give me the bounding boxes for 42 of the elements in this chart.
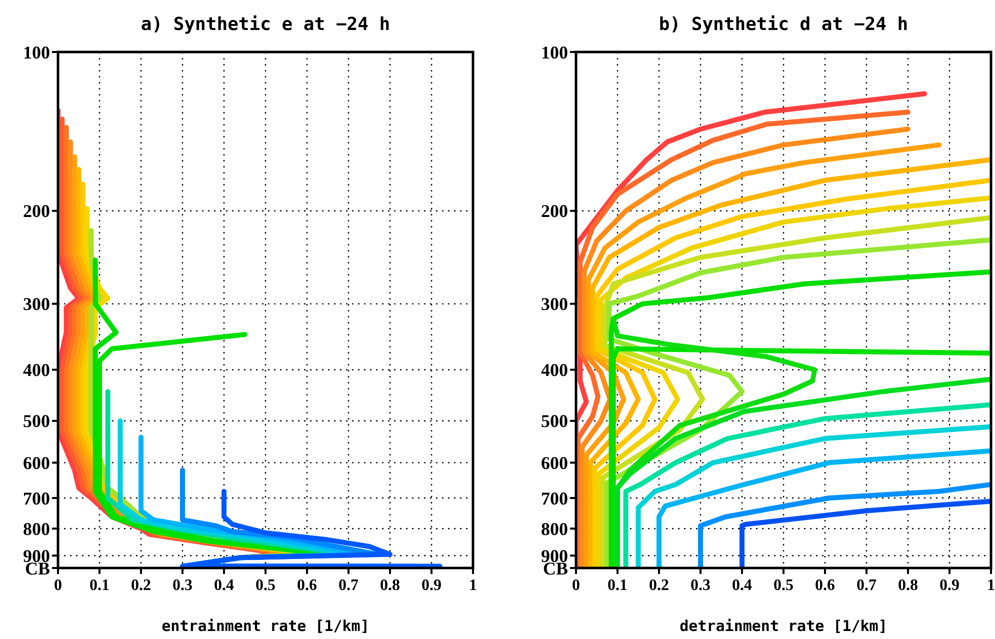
y-tick-label: 800 xyxy=(541,518,568,539)
chart-title: b) Synthetic d at −24 h xyxy=(658,14,908,35)
x-tick-label: 0.8 xyxy=(380,577,400,594)
x-tick-label: 0.9 xyxy=(940,577,960,594)
x-tick-label: 0.4 xyxy=(732,577,752,594)
x-tick-label: 0.3 xyxy=(690,577,710,594)
x-tick-label: 0.1 xyxy=(90,577,110,594)
x-tick-label: 0 xyxy=(572,577,580,594)
y-tick-label: 400 xyxy=(541,360,568,380)
y-tick-label: 100 xyxy=(541,42,568,62)
x-tick-label: 0.2 xyxy=(649,577,669,594)
x-axis-title: detrainment rate [1/km] xyxy=(680,617,888,635)
x-tick-label: 0.3 xyxy=(172,577,192,594)
x-tick-label: 1 xyxy=(987,577,995,594)
y-tick-label: 800 xyxy=(23,518,50,539)
y-tick-label: 100 xyxy=(23,42,50,62)
x-tick-label: 1 xyxy=(469,577,477,594)
x-tick-label: 0.8 xyxy=(898,577,918,594)
y-tick-label: 300 xyxy=(23,294,50,314)
y-tick-label: 200 xyxy=(541,201,568,222)
y-tick-label: 700 xyxy=(541,488,568,508)
x-tick-label: 0.6 xyxy=(815,577,835,594)
y-tick-label: 400 xyxy=(23,360,50,380)
x-tick-label: 0.1 xyxy=(608,577,628,594)
y-tick-label: 600 xyxy=(541,452,568,473)
x-tick-label: 0.5 xyxy=(774,577,794,594)
x-axis-title: entrainment rate [1/km] xyxy=(162,617,370,635)
x-tick-label: 0.6 xyxy=(297,577,317,594)
x-tick-label: 0 xyxy=(54,577,62,594)
y-tick-label: 200 xyxy=(23,201,50,222)
y-tick-label: 500 xyxy=(23,411,50,432)
x-tick-label: 0.7 xyxy=(338,577,358,594)
chart-title: a) Synthetic e at −24 h xyxy=(140,14,390,35)
y-tick-label: 500 xyxy=(541,411,568,432)
x-tick-label: 0.2 xyxy=(131,577,151,594)
x-tick-label: 0.5 xyxy=(256,577,276,594)
y-tick-label: 600 xyxy=(23,452,50,473)
y-tick-label: 300 xyxy=(541,294,568,314)
x-tick-label: 0.9 xyxy=(422,577,442,594)
x-tick-label: 0.7 xyxy=(856,577,876,594)
y-tick-label: 700 xyxy=(23,488,50,508)
x-tick-label: 0.4 xyxy=(214,577,234,594)
